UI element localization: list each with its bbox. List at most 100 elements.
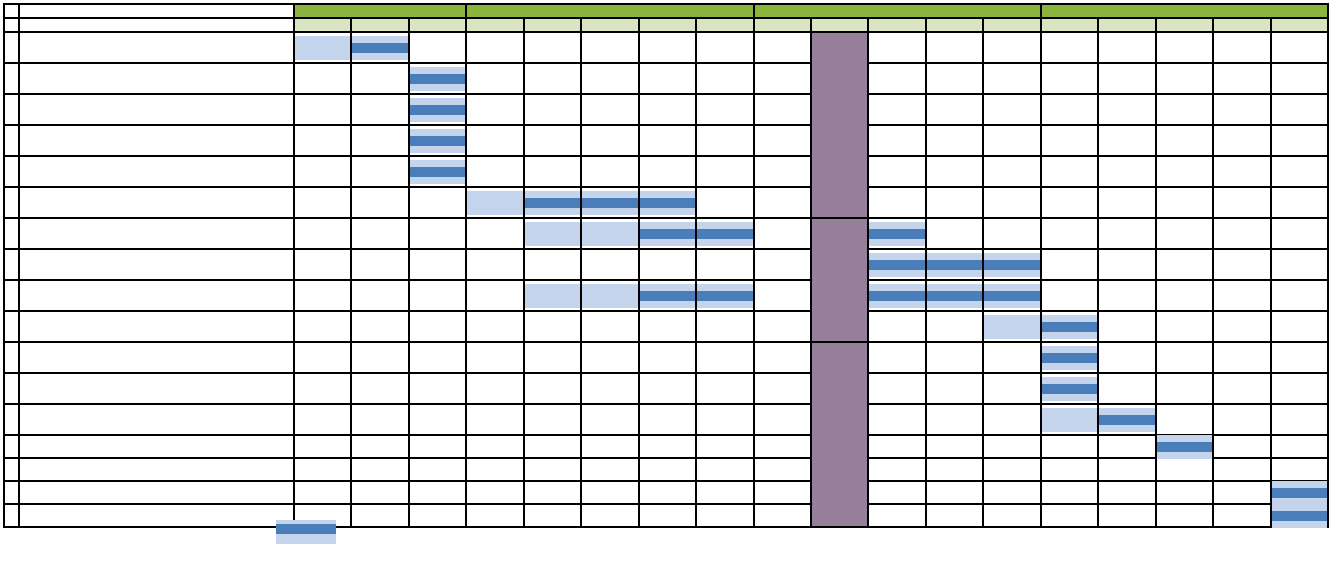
- grid-cell: [351, 373, 408, 404]
- grid-cell: [581, 404, 638, 435]
- grid-cell: [639, 435, 696, 458]
- grid-cell: [1098, 404, 1155, 435]
- table-row: [4, 94, 1328, 125]
- row-index-cell: [4, 458, 19, 481]
- sub-header: [811, 18, 868, 32]
- grid-cell: [926, 280, 983, 311]
- sub-header: [983, 18, 1040, 32]
- grid-cell: [351, 156, 408, 187]
- grid-cell: [524, 404, 581, 435]
- table-row: [4, 280, 1328, 311]
- grid-cell: [581, 94, 638, 125]
- sub-header: [524, 18, 581, 32]
- grid-cell: [581, 249, 638, 280]
- grid-cell: [639, 156, 696, 187]
- grid-cell: [696, 94, 753, 125]
- grid-cell: [351, 187, 408, 218]
- row-label-cell: [19, 125, 294, 156]
- group-header: [754, 4, 1041, 18]
- grid-cell: [581, 373, 638, 404]
- row-label-cell: [19, 63, 294, 94]
- grid-cell: [983, 125, 1040, 156]
- grid-cell: [754, 342, 811, 373]
- grid-cell: [1098, 156, 1155, 187]
- grid-cell: [466, 156, 523, 187]
- grid-cell: [983, 373, 1040, 404]
- group-header: [466, 4, 753, 18]
- grid-cell: [983, 187, 1040, 218]
- header-label-cell: [4, 4, 19, 18]
- gantt-bar: [525, 222, 580, 246]
- grid-cell: [466, 249, 523, 280]
- grid-cell: [351, 435, 408, 458]
- row-label-cell: [19, 32, 294, 63]
- grid-cell: [294, 404, 351, 435]
- grid-cell: [524, 311, 581, 342]
- grid-cell: [1156, 187, 1213, 218]
- group-header: [1041, 4, 1328, 18]
- grid-cell: [409, 481, 466, 504]
- grid-cell: [1041, 481, 1098, 504]
- grid-cell: [926, 373, 983, 404]
- grid-cell: [868, 373, 925, 404]
- grid-cell: [1098, 125, 1155, 156]
- grid-cell: [639, 187, 696, 218]
- grid-cell: [1271, 218, 1328, 249]
- grid-cell: [466, 32, 523, 63]
- grid-cell: [1271, 156, 1328, 187]
- grid-cell: [1213, 373, 1270, 404]
- grid-cell: [294, 458, 351, 481]
- grid-cell: [466, 435, 523, 458]
- grid-cell: [524, 373, 581, 404]
- grid-cell: [294, 125, 351, 156]
- grid-cell: [409, 373, 466, 404]
- grid-cell: [1156, 342, 1213, 373]
- grid-cell: [581, 311, 638, 342]
- sub-header: [351, 18, 408, 32]
- grid-cell: [983, 342, 1040, 373]
- gantt-bar: [295, 36, 350, 60]
- grid-cell: [1271, 481, 1328, 504]
- grid-cell: [696, 342, 753, 373]
- grid-cell: [581, 481, 638, 504]
- grid-cell: [581, 63, 638, 94]
- grid-cell: [1213, 249, 1270, 280]
- grid-cell: [1156, 481, 1213, 504]
- grid-cell: [466, 63, 523, 94]
- grid-cell: [926, 504, 983, 527]
- grid-cell: [754, 435, 811, 458]
- grid-cell: [351, 280, 408, 311]
- grid-cell: [1213, 342, 1270, 373]
- row-index-cell: [4, 249, 19, 280]
- grid-cell: [696, 280, 753, 311]
- row-label-cell: [19, 373, 294, 404]
- grid-cell: [1213, 156, 1270, 187]
- row-label-cell: [19, 435, 294, 458]
- grid-cell: [926, 342, 983, 373]
- grid-cell: [639, 125, 696, 156]
- grid-cell: [294, 218, 351, 249]
- grid-cell: [294, 481, 351, 504]
- grid-cell: [754, 63, 811, 94]
- row-index-cell: [4, 373, 19, 404]
- row-index-cell: [4, 504, 19, 527]
- grid-cell: [754, 280, 811, 311]
- grid-cell: [1041, 342, 1098, 373]
- grid-cell: [524, 481, 581, 504]
- table-row: [4, 435, 1328, 458]
- grid-cell: [294, 435, 351, 458]
- row-index-cell: [4, 404, 19, 435]
- grid-cell: [351, 63, 408, 94]
- sub-header: [466, 18, 523, 32]
- grid-cell: [983, 404, 1040, 435]
- grid-cell: [754, 249, 811, 280]
- grid-cell: [639, 481, 696, 504]
- grid-cell: [1213, 218, 1270, 249]
- grid-cell: [581, 125, 638, 156]
- grid-cell: [1213, 125, 1270, 156]
- grid-cell: [524, 280, 581, 311]
- grid-cell: [868, 63, 925, 94]
- grid-cell: [524, 94, 581, 125]
- table-row: [4, 458, 1328, 481]
- grid-cell: [351, 94, 408, 125]
